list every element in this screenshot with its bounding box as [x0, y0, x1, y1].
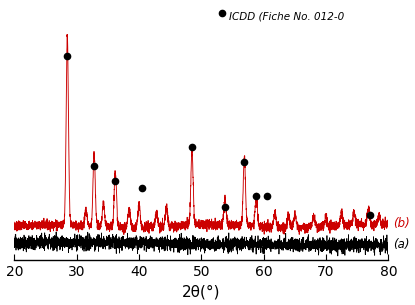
Text: (b): (b): [393, 217, 410, 230]
Text: (a): (a): [393, 238, 410, 250]
Text: ICDD (Fiche No. 012-0: ICDD (Fiche No. 012-0: [229, 12, 345, 22]
X-axis label: 2θ(°): 2θ(°): [182, 285, 221, 300]
